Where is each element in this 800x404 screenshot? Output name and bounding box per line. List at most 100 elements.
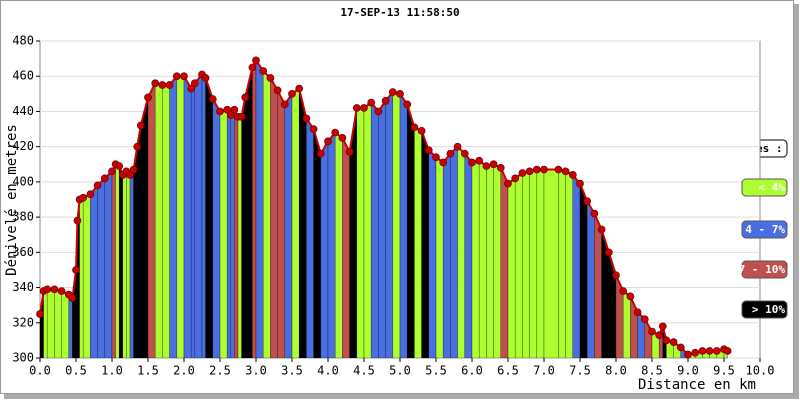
slope-band [450, 146, 458, 359]
slope-band [515, 172, 523, 359]
x-tick-label: 1.0 [101, 364, 123, 378]
slope-band [270, 77, 278, 359]
slope-band [385, 91, 393, 359]
x-tick-label: 0.0 [29, 364, 51, 378]
x-tick-label: 10.0 [746, 364, 775, 378]
y-tick-label: 340 [12, 280, 34, 294]
profile-point [374, 107, 383, 116]
profile-point [158, 81, 167, 89]
slope-band [183, 75, 192, 359]
profile-point [453, 142, 462, 151]
slope-band [443, 153, 451, 359]
slope-band [428, 149, 437, 359]
slope-band [457, 146, 465, 359]
y-tick-label: 360 [12, 245, 34, 259]
profile-point [583, 197, 592, 206]
profile-point [190, 79, 199, 88]
slope-band [90, 184, 98, 359]
x-tick-label: 8.0 [605, 364, 627, 378]
x-axis-label: Distance en km [638, 377, 756, 393]
profile-point [388, 88, 397, 96]
slope-band [126, 170, 131, 359]
slope-band [565, 171, 573, 359]
slope-band [392, 91, 401, 359]
profile-point [208, 95, 217, 103]
profile-point [93, 181, 102, 190]
profile-point [172, 72, 181, 81]
slope-band [558, 169, 566, 359]
slope-band [486, 164, 494, 359]
y-tick-label: 420 [12, 139, 34, 153]
slope-band [205, 77, 213, 359]
profile-point [50, 285, 59, 294]
slope-band [47, 289, 55, 359]
profile-point [568, 170, 577, 179]
profile-point [248, 63, 257, 72]
legend-swatch [741, 260, 788, 279]
slope-band [104, 170, 113, 359]
slope-band [97, 178, 105, 359]
profile-point [216, 107, 224, 116]
profile-point [475, 156, 484, 165]
slope-band [255, 59, 264, 359]
slope-band [284, 93, 293, 359]
profile-point [316, 149, 325, 158]
x-tick-label: 8.5 [641, 364, 663, 378]
slope-band [356, 107, 365, 359]
legend-label: < 4% [759, 181, 786, 194]
x-tick-label: 3.5 [281, 364, 303, 378]
profile-point [511, 174, 520, 183]
slope-band [227, 109, 231, 359]
slope-band [194, 74, 203, 359]
profile-point [504, 179, 512, 188]
slope-band [83, 193, 91, 359]
slope-band [68, 294, 73, 359]
profile-point [619, 287, 628, 295]
slope-band [61, 290, 69, 359]
profile-point [658, 322, 667, 331]
profile-point [165, 81, 174, 89]
profile-point [554, 165, 563, 174]
profile-point [129, 165, 138, 174]
profile-point [576, 179, 584, 188]
slope-band [291, 88, 300, 359]
slope-band [407, 104, 415, 359]
profile-point [489, 160, 498, 169]
legend-swatch [741, 300, 788, 319]
chart-title: 17-SEP-13 11:58:50 [340, 6, 459, 19]
profile-point [698, 347, 707, 355]
profile-point [612, 271, 620, 280]
legend-swatch [741, 178, 788, 197]
slope-band [43, 289, 48, 359]
profile-point [331, 128, 340, 137]
profile-point [352, 104, 361, 112]
y-tick-label: 400 [12, 174, 34, 188]
profile-point [705, 347, 714, 355]
y-tick-label: 380 [12, 210, 34, 224]
profile-point [396, 89, 404, 98]
profile-point [79, 193, 88, 202]
profile-point [201, 74, 210, 82]
profile-point [669, 338, 678, 346]
profile-point [230, 105, 239, 114]
slope-band [119, 165, 123, 359]
profile-point [468, 158, 476, 167]
slope-band [111, 164, 116, 359]
slope-band [212, 98, 221, 359]
slope-band [237, 116, 242, 359]
profile-point [126, 170, 134, 179]
profile-point [626, 292, 635, 301]
x-tick-label: 5.0 [389, 364, 411, 378]
slope-band [623, 290, 631, 359]
profile-point [86, 190, 95, 199]
slope-band [572, 174, 581, 359]
profile-point [360, 104, 368, 112]
slope-band [464, 153, 473, 359]
slope-band [54, 289, 62, 359]
y-tick-label: 460 [12, 69, 34, 83]
profile-point [295, 84, 304, 93]
slope-band [176, 76, 185, 359]
profile-point [73, 216, 82, 225]
slope-band [371, 102, 379, 359]
slope-band [147, 83, 156, 359]
